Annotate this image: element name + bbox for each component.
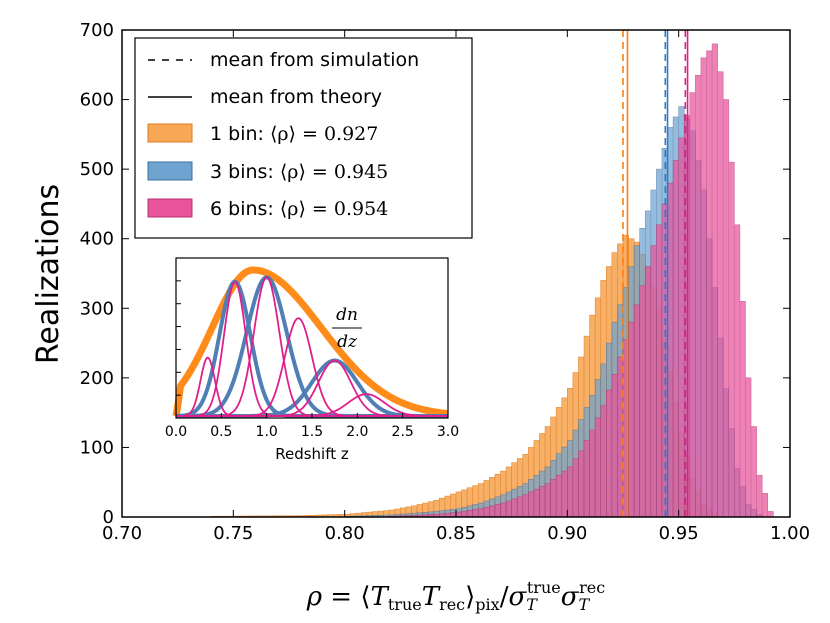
histogram-bar [722, 99, 730, 518]
histogram-bar [678, 137, 685, 518]
histogram-bar [528, 491, 535, 518]
histogram-bar [539, 486, 546, 518]
histogram-bar [511, 498, 518, 518]
histogram-bar [717, 71, 724, 518]
histogram-bar [611, 374, 618, 518]
histogram-bar [522, 494, 529, 518]
x-tick-label: 0.80 [325, 523, 365, 544]
inset-dndz-label: dn dz [332, 305, 362, 352]
histogram-bar [672, 160, 679, 518]
y-tick-label: 300 [80, 298, 114, 319]
histogram-bar [767, 511, 774, 518]
histogram-bar [700, 57, 707, 518]
legend: mean from simulation mean from theory 1 … [134, 37, 473, 239]
y-tick-label: 500 [80, 159, 114, 180]
y-tick-label: 400 [80, 229, 114, 250]
legend-label-theory: mean from theory [210, 86, 382, 108]
histogram-bar [600, 405, 607, 518]
inset-dndz-numerator: dn [336, 305, 358, 325]
histogram-bar [533, 488, 540, 518]
histogram-bar [489, 505, 496, 518]
inset-x-label: Redshift z [275, 445, 349, 463]
histogram-bar [550, 479, 557, 518]
x-tick-label: 1.00 [770, 523, 810, 544]
histogram-bar [650, 245, 657, 518]
histogram-bar [750, 426, 757, 518]
y-tick-label: 200 [80, 368, 114, 389]
histogram-bar [567, 466, 574, 518]
histogram-bar [505, 500, 512, 518]
inset-x-tick-label: 2.0 [346, 424, 368, 440]
x-tick-label: 0.90 [547, 523, 587, 544]
histogram-bar [477, 508, 485, 518]
histogram-bar [461, 510, 468, 518]
histogram-bar [644, 266, 652, 518]
inset-x-tick-label: 3.0 [437, 424, 459, 440]
inset-x-tick-label: 0.0 [165, 424, 187, 440]
histogram-bar [594, 417, 602, 518]
histogram-bar [561, 470, 568, 518]
histogram-bar [739, 301, 746, 518]
histogram-bar [639, 285, 646, 518]
y-axis-label: Realizations [31, 184, 66, 364]
histogram-bar [656, 224, 663, 518]
y-tick-label: 100 [80, 437, 114, 458]
legend-swatch-3bins [147, 161, 193, 181]
inset-x-tick-label: 1.0 [256, 424, 278, 440]
histogram-bar [633, 304, 641, 518]
inset-dndz-denominator: dz [337, 332, 358, 352]
histogram-bar [728, 161, 735, 518]
histogram-bar [572, 458, 579, 518]
legend-entry-6bins: 6 bins: ⟨ρ⟩ = 0.954 [210, 198, 388, 220]
histogram-bar [516, 496, 524, 518]
histogram-bar [756, 474, 763, 518]
histogram-bar [466, 510, 474, 518]
histogram-bar [745, 377, 752, 518]
histogram-bar [761, 493, 769, 518]
inset-redshift-distribution: 0.0 0.5 1.0 1.5 2.0 2.5 3.0 dn dz Redshift z [165, 257, 459, 463]
histogram-bar [689, 92, 696, 518]
inset-x-tick-label: 0.5 [210, 424, 232, 440]
histogram-bar [605, 389, 613, 518]
inset-total-curve [172, 266, 451, 418]
histogram-bar [734, 224, 741, 518]
histogram-bar [667, 182, 674, 518]
histogram-bar [628, 321, 635, 518]
x-tick-label: 0.75 [213, 523, 253, 544]
histogram-bar [578, 450, 585, 518]
legend-entry-1bin: 1 bin: ⟨ρ⟩ = 0.927 [210, 123, 378, 145]
histogram-bar [589, 429, 596, 518]
histogram-bar [583, 440, 590, 518]
inset-background [176, 258, 448, 418]
histogram-bar [483, 506, 490, 518]
y-tick-label: 700 [80, 20, 114, 41]
axis-ticks: 0.70 0.75 0.80 0.85 0.90 0.95 1.00 0 100 200 300 40… [80, 20, 810, 544]
histogram-bar [472, 509, 479, 518]
histogram-bar [617, 356, 624, 518]
histogram-bar [555, 474, 563, 518]
histogram-bar [494, 504, 501, 518]
y-tick-label: 0 [103, 507, 114, 528]
histogram-bar [500, 502, 507, 518]
legend-swatch-6bins [147, 198, 193, 218]
histogram-bar [695, 74, 702, 518]
histogram-bar [706, 50, 713, 518]
inset-ticks: 0.0 0.5 1.0 1.5 2.0 2.5 3.0 [165, 280, 459, 440]
x-tick-label: 0.85 [436, 523, 476, 544]
legend-swatch-1bin [147, 123, 193, 143]
y-tick-label: 600 [80, 90, 114, 111]
x-tick-label: 0.95 [659, 523, 699, 544]
mean-lines-layer [622, 30, 689, 517]
inset-x-tick-label: 2.5 [392, 424, 414, 440]
histogram-bar [544, 483, 551, 518]
legend-label-simulation: mean from simulation [210, 49, 419, 71]
inset-x-tick-label: 1.5 [301, 424, 323, 440]
x-tick-label: 0.70 [102, 523, 142, 544]
histogram-bar [711, 43, 718, 518]
legend-entry-3bins: 3 bins: ⟨ρ⟩ = 0.945 [210, 161, 388, 183]
